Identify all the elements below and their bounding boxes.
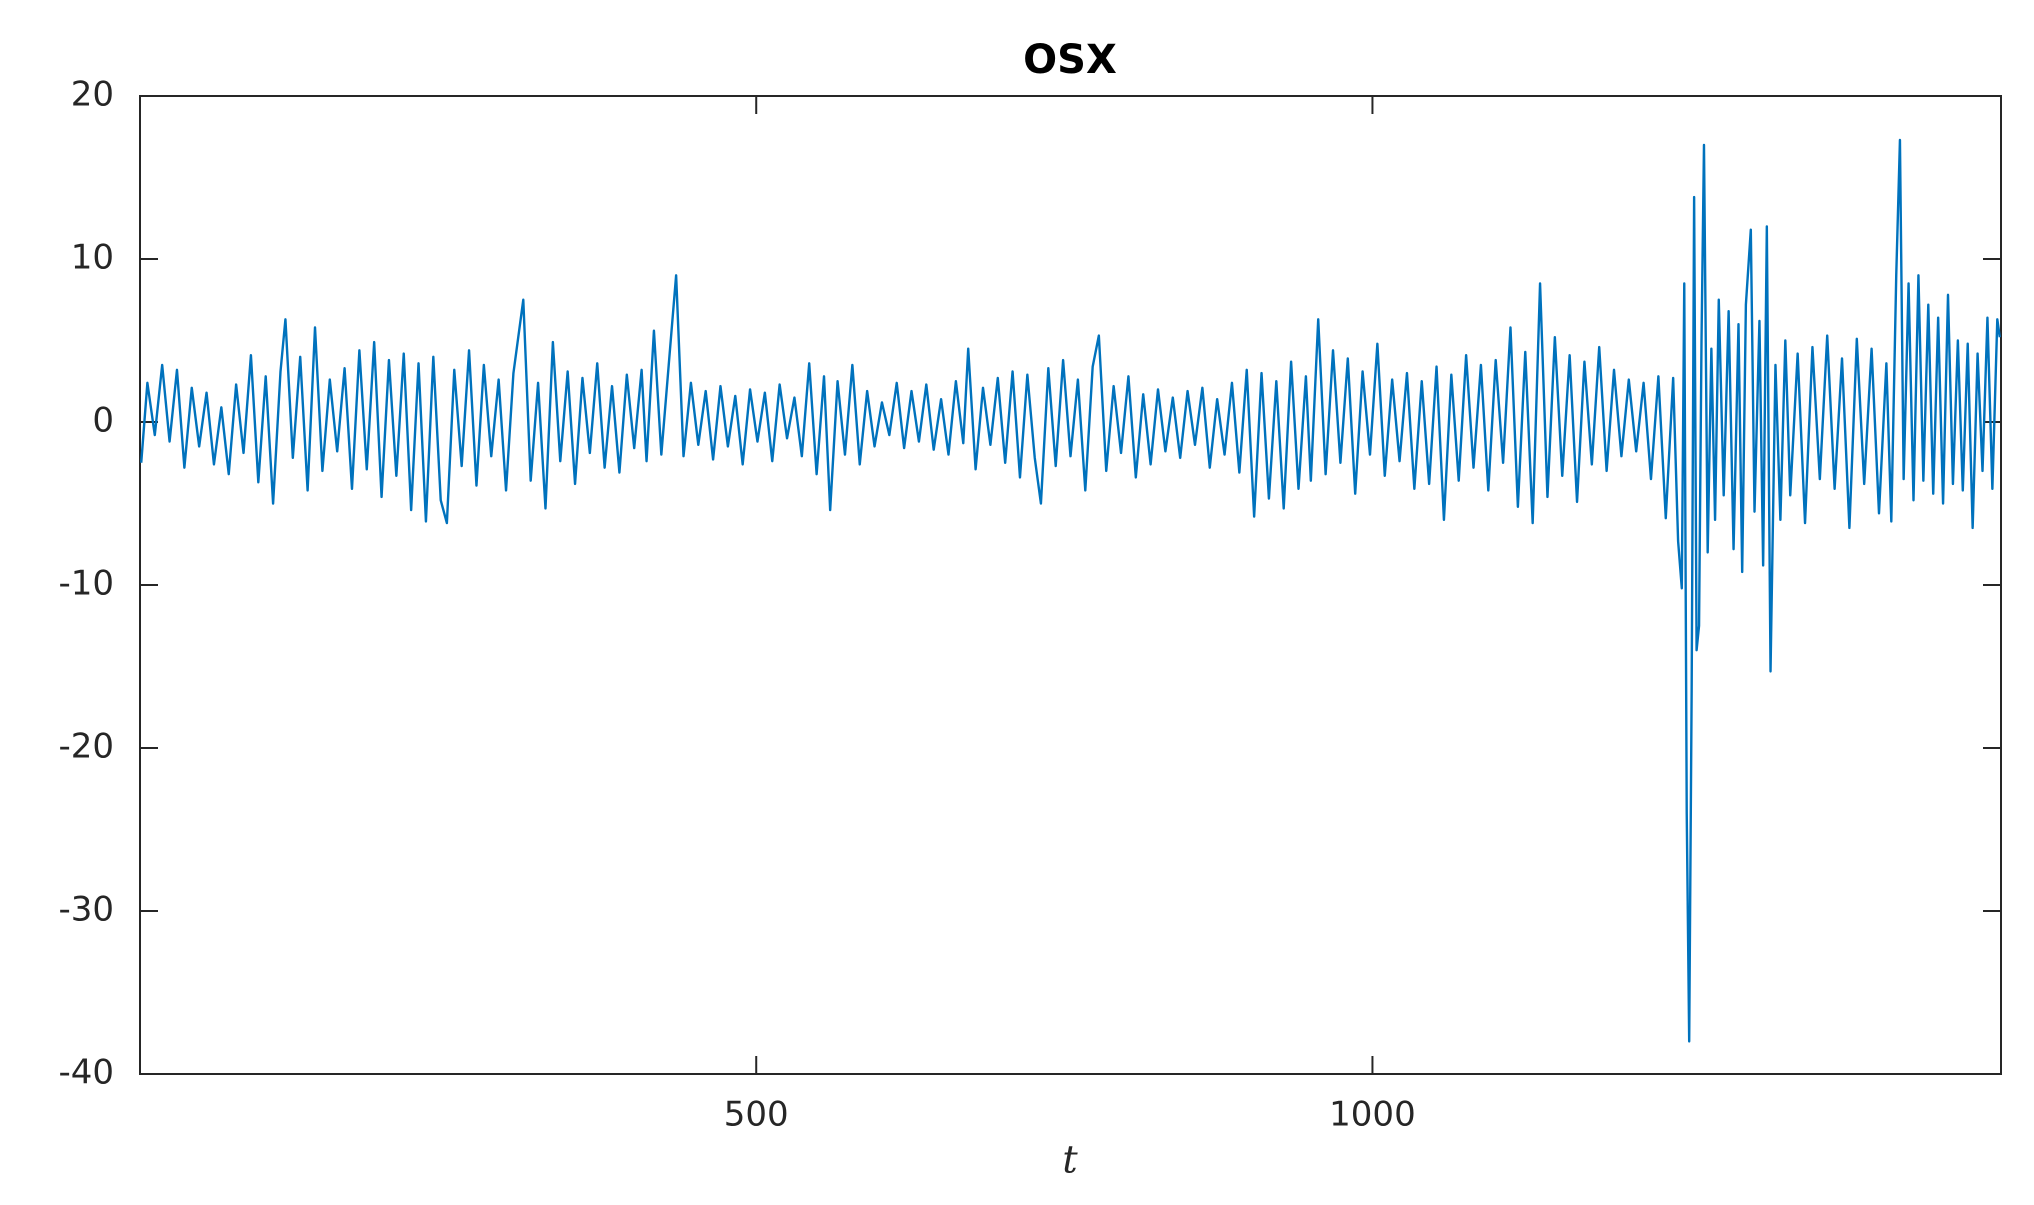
y-tick-label: -10 (58, 564, 114, 604)
y-tick-label: 0 (92, 401, 114, 441)
y-tick-label: -40 (58, 1053, 114, 1093)
chart-title: OSX (1023, 37, 1117, 83)
y-tick-label: 20 (71, 75, 114, 115)
y-tick-label: -30 (58, 890, 114, 930)
x-axis-label: t (1062, 1138, 1078, 1182)
x-tick-label: 1000 (1329, 1095, 1416, 1135)
plot-frame (139, 95, 2002, 1075)
series-line (140, 138, 2001, 1043)
y-tick-label: -20 (58, 727, 114, 767)
y-tick-label: 10 (71, 238, 114, 278)
x-tick-label: 500 (724, 1095, 789, 1135)
